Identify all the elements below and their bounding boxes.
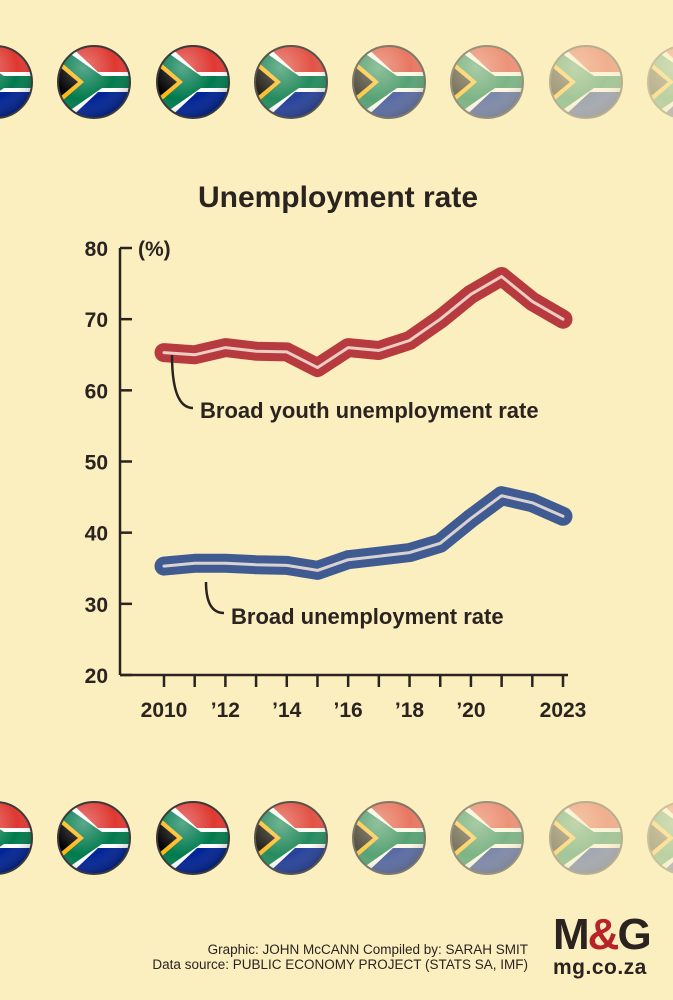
series-label: Broad youth unemployment rate <box>200 398 539 423</box>
south-africa-flag-icon <box>546 798 626 878</box>
x-tick-label: ’20 <box>456 699 485 722</box>
x-tick-label: ’12 <box>211 699 240 722</box>
logo-mark: M&G <box>553 910 652 959</box>
series-line <box>154 267 573 378</box>
south-africa-flag-icon <box>349 798 429 878</box>
x-tick-label: 2010 <box>141 699 188 722</box>
south-africa-flag-icon <box>447 798 527 878</box>
credits-line-2: Data source: PUBLIC ECONOMY PROJECT (STA… <box>152 957 528 972</box>
flag-row-top <box>0 42 673 122</box>
south-africa-flag-icon <box>0 798 36 878</box>
logo-url: mg.co.za <box>553 956 647 979</box>
chart-title: Unemployment rate <box>198 181 478 214</box>
y-tick-label: 30 <box>85 594 108 617</box>
south-africa-flag-icon <box>644 798 673 878</box>
south-africa-flag-icon <box>644 42 673 122</box>
y-tick-label: 50 <box>85 452 108 475</box>
series-labels: Broad youth unemployment rate Broad unemp… <box>170 354 539 629</box>
series-label: Broad unemployment rate <box>231 604 504 629</box>
south-africa-flag-icon <box>251 42 331 122</box>
y-tick-label: 80 <box>85 238 108 261</box>
south-africa-flag-icon <box>54 798 134 878</box>
mg-logo: M&G mg.co.za <box>553 913 663 979</box>
south-africa-flag-icon <box>447 42 527 122</box>
south-africa-flag-icon <box>153 42 233 122</box>
series-label-leader <box>204 581 225 615</box>
south-africa-flag-icon <box>153 798 233 878</box>
south-africa-flag-icon <box>251 798 331 878</box>
south-africa-flag-icon <box>546 42 626 122</box>
y-tick-label: 20 <box>85 665 108 688</box>
y-tick-label: 40 <box>85 523 108 546</box>
series-layer <box>154 267 573 580</box>
axes: 20 30 40 50 60 70 80 (%) 2010 ’12 ’14 ’16 ’18 ’20 2023 <box>85 238 587 722</box>
south-africa-flag-icon <box>349 42 429 122</box>
credits-line-1: Graphic: JOHN McCANN Compiled by: SARAH … <box>207 942 528 957</box>
x-tick-label: 2023 <box>540 699 587 722</box>
credits: Graphic: JOHN McCANN Compiled by: SARAH … <box>152 942 528 972</box>
y-tick-label: 70 <box>85 309 108 332</box>
x-tick-label: ’18 <box>395 699 425 722</box>
south-africa-flag-icon <box>54 42 134 122</box>
flag-row-bottom <box>0 798 673 878</box>
series-line <box>154 486 573 580</box>
south-africa-flag-icon <box>0 42 36 122</box>
x-tick-label: ’14 <box>272 699 302 722</box>
y-tick-label: 60 <box>85 380 108 403</box>
y-axis-label: (%) <box>138 238 171 261</box>
x-tick-label: ’16 <box>334 699 363 722</box>
series-label-leader <box>170 354 194 410</box>
